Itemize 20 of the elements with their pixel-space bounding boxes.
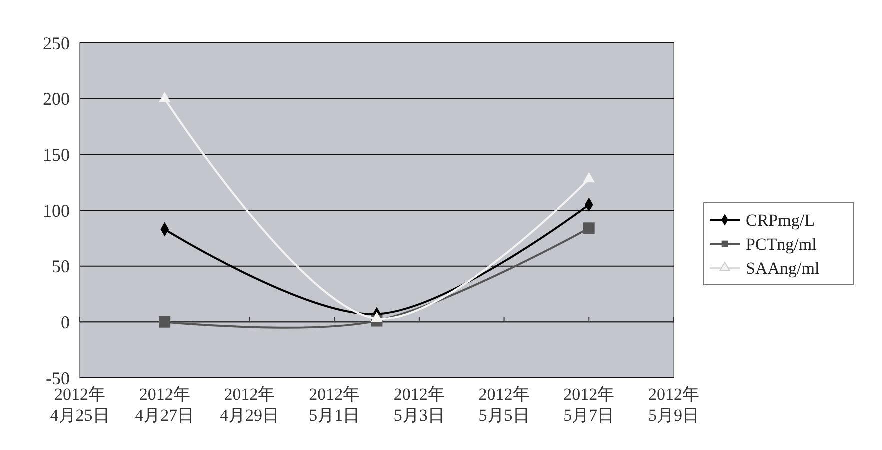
x-tick-label: 2012年 5月1日 [309,385,360,425]
x-tick-label: 2012年 4月29日 [220,385,280,425]
y-tick-label: 0 [61,312,70,332]
y-tick-label: 50 [52,256,70,277]
y-tick-label: 200 [43,89,70,110]
y-tick-label: 100 [43,200,70,221]
legend-label: SAAng/ml [746,258,820,278]
point [583,172,596,183]
legend-label: CRPmg/L [746,210,815,230]
x-tick-label: 2012年 5月5日 [478,385,530,425]
x-tick-label: 2012年 5月7日 [564,385,615,425]
x-tick-label: 2012年 5月3日 [394,385,445,425]
x-tick-label: 2012年 4月27日 [135,385,195,425]
y-tick-label: 250 [43,33,70,54]
point [159,316,171,328]
y-tick-label: 150 [43,144,70,165]
point [158,92,171,102]
x-tick-label: 2012年 5月9日 [648,385,700,425]
legend-label: PCTng/ml [746,234,818,254]
point [583,222,595,234]
